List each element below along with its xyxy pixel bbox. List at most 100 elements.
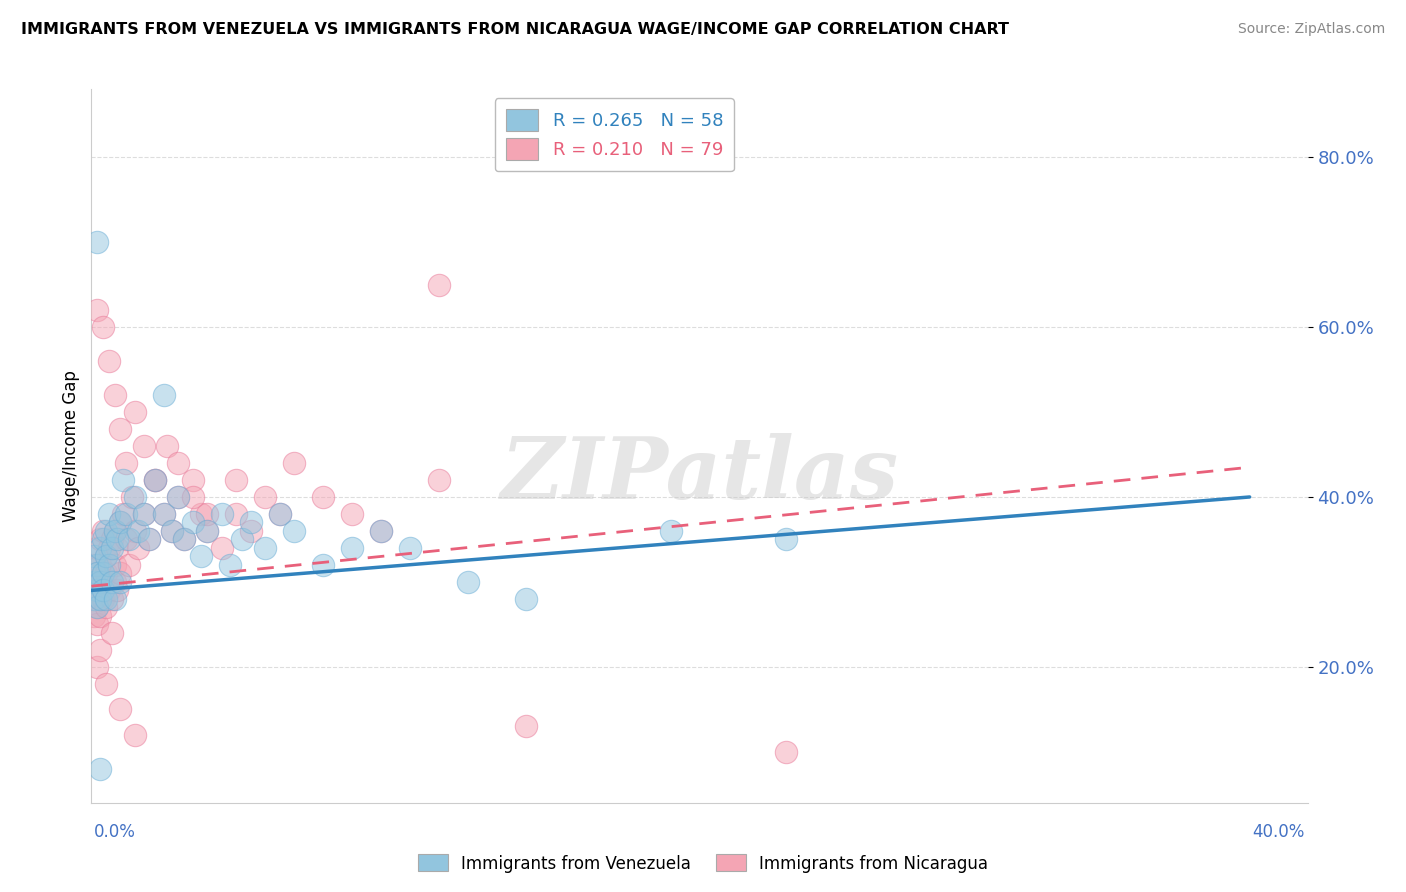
Y-axis label: Wage/Income Gap: Wage/Income Gap <box>62 370 80 522</box>
Point <box>94 600 117 615</box>
Point <box>132 507 155 521</box>
Point <box>239 524 262 538</box>
Point <box>94 677 117 691</box>
Point <box>86 303 108 318</box>
Text: ZIPatlas: ZIPatlas <box>501 433 898 516</box>
Point <box>103 591 125 606</box>
Point <box>225 473 247 487</box>
Point <box>124 490 146 504</box>
Point <box>100 541 122 555</box>
Point <box>110 422 132 436</box>
Point <box>143 473 166 487</box>
Point <box>775 533 797 547</box>
Point <box>89 541 111 555</box>
Point <box>89 574 111 589</box>
Point <box>219 558 242 572</box>
Point <box>340 541 363 555</box>
Point <box>112 473 135 487</box>
Point <box>83 591 105 606</box>
Point <box>659 524 682 538</box>
Point <box>118 558 141 572</box>
Point <box>312 490 335 504</box>
Point <box>89 643 111 657</box>
Point <box>143 473 166 487</box>
Point <box>89 762 111 776</box>
Point <box>181 516 204 530</box>
Point <box>86 566 108 581</box>
Point <box>775 745 797 759</box>
Point <box>107 533 129 547</box>
Point <box>190 549 212 564</box>
Point <box>173 533 195 547</box>
Point <box>103 574 125 589</box>
Point <box>83 591 105 606</box>
Point <box>515 719 537 733</box>
Point <box>340 507 363 521</box>
Point <box>195 507 218 521</box>
Point <box>86 617 108 632</box>
Point <box>124 524 146 538</box>
Point <box>103 388 125 402</box>
Legend: Immigrants from Venezuela, Immigrants from Nicaragua: Immigrants from Venezuela, Immigrants fr… <box>411 847 995 880</box>
Point <box>115 533 138 547</box>
Point <box>124 405 146 419</box>
Point <box>86 583 108 598</box>
Point <box>100 574 122 589</box>
Point <box>152 507 174 521</box>
Point <box>370 524 392 538</box>
Point <box>89 591 111 606</box>
Point <box>83 549 105 564</box>
Point <box>195 524 218 538</box>
Point <box>115 507 138 521</box>
Point <box>118 533 141 547</box>
Point <box>181 490 204 504</box>
Point <box>143 473 166 487</box>
Point <box>91 524 114 538</box>
Point <box>173 533 195 547</box>
Point <box>427 473 450 487</box>
Point <box>156 439 179 453</box>
Point <box>100 626 122 640</box>
Point <box>100 533 122 547</box>
Point <box>283 456 305 470</box>
Point <box>97 507 120 521</box>
Point <box>110 516 132 530</box>
Point <box>89 533 111 547</box>
Point <box>86 600 108 615</box>
Point <box>138 533 160 547</box>
Point <box>110 516 132 530</box>
Point <box>94 524 117 538</box>
Point <box>127 541 149 555</box>
Text: 0.0%: 0.0% <box>94 822 136 840</box>
Point <box>115 456 138 470</box>
Point <box>162 524 184 538</box>
Point <box>254 541 277 555</box>
Point <box>110 702 132 716</box>
Point <box>107 541 129 555</box>
Point <box>97 583 120 598</box>
Point <box>91 533 114 547</box>
Point <box>91 591 114 606</box>
Point <box>94 566 117 581</box>
Text: 40.0%: 40.0% <box>1253 822 1305 840</box>
Point <box>94 591 117 606</box>
Point <box>132 507 155 521</box>
Point <box>86 583 108 598</box>
Point <box>370 524 392 538</box>
Point <box>83 608 105 623</box>
Legend: R = 0.265   N = 58, R = 0.210   N = 79: R = 0.265 N = 58, R = 0.210 N = 79 <box>495 98 734 171</box>
Text: IMMIGRANTS FROM VENEZUELA VS IMMIGRANTS FROM NICARAGUA WAGE/INCOME GAP CORRELATI: IMMIGRANTS FROM VENEZUELA VS IMMIGRANTS … <box>21 22 1010 37</box>
Point <box>103 524 125 538</box>
Point <box>112 507 135 521</box>
Point <box>132 439 155 453</box>
Point <box>83 574 105 589</box>
Point <box>91 583 114 598</box>
Point <box>211 507 233 521</box>
Point <box>457 574 479 589</box>
Point <box>97 541 120 555</box>
Point <box>89 591 111 606</box>
Point <box>121 490 143 504</box>
Point <box>225 507 247 521</box>
Point <box>89 558 111 572</box>
Point <box>100 591 122 606</box>
